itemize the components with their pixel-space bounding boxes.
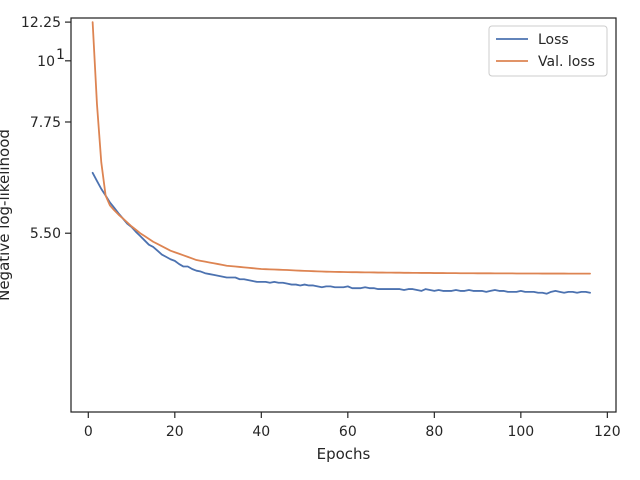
series-line-loss bbox=[91, 171, 591, 295]
y-axis-label: Negative log-likelihood bbox=[0, 129, 13, 301]
plot-frame bbox=[70, 17, 617, 413]
y-axis-ticks: 5.50 7.75 10 1 12.25 bbox=[21, 15, 71, 242]
y-tick-label: 12.25 bbox=[21, 15, 61, 31]
x-tick-label: 0 bbox=[84, 424, 93, 440]
series-line-val-loss bbox=[91, 21, 591, 275]
y-tick-label: 7.75 bbox=[30, 115, 61, 131]
series-lines bbox=[91, 21, 591, 295]
legend-label-val-loss: Val. loss bbox=[538, 54, 595, 70]
y-tick-label-superscript: 1 bbox=[56, 47, 65, 63]
x-axis-ticks: 0 20 40 60 80 100 120 bbox=[84, 412, 621, 440]
x-tick-label: 120 bbox=[594, 424, 621, 440]
x-tick-label: 80 bbox=[425, 424, 443, 440]
y-tick-label: 5.50 bbox=[30, 226, 61, 242]
x-tick-label: 100 bbox=[507, 424, 534, 440]
legend-label-loss: Loss bbox=[538, 32, 569, 48]
legend: Loss Val. loss bbox=[488, 25, 608, 77]
y-tick-label: 10 bbox=[37, 54, 55, 70]
x-tick-label: 60 bbox=[339, 424, 357, 440]
x-tick-label: 40 bbox=[252, 424, 270, 440]
x-axis-label: Epochs bbox=[317, 445, 371, 463]
x-tick-label: 20 bbox=[166, 424, 184, 440]
